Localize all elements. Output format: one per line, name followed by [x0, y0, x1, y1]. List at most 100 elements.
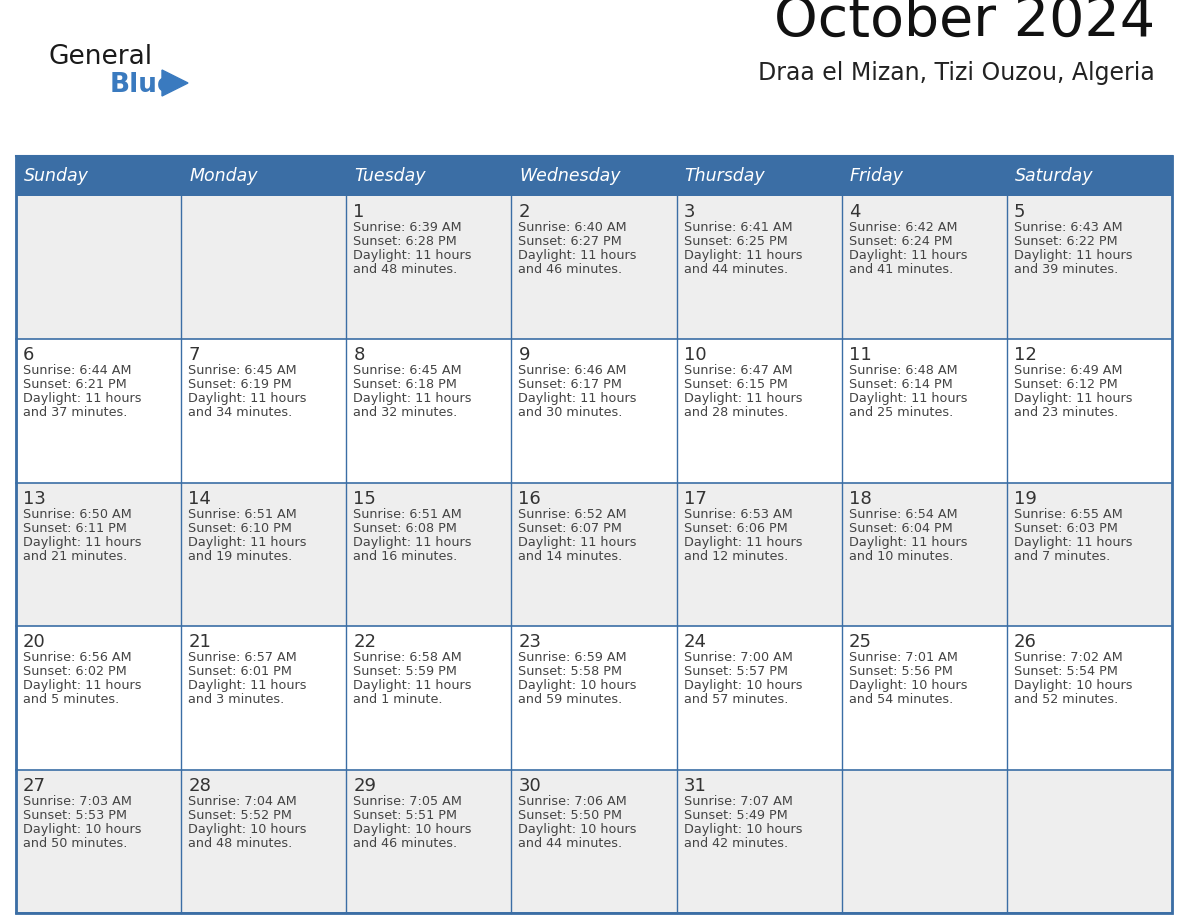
Text: 26: 26 — [1013, 633, 1037, 651]
Text: 4: 4 — [848, 203, 860, 221]
Text: Sunset: 5:58 PM: Sunset: 5:58 PM — [518, 666, 623, 678]
Text: October 2024: October 2024 — [773, 0, 1155, 48]
Text: Friday: Friday — [849, 167, 904, 185]
Text: 14: 14 — [188, 490, 211, 508]
Text: 7: 7 — [188, 346, 200, 364]
Text: Sunset: 6:10 PM: Sunset: 6:10 PM — [188, 521, 292, 535]
Text: Blue: Blue — [110, 72, 176, 98]
Text: Sunset: 6:07 PM: Sunset: 6:07 PM — [518, 521, 623, 535]
Text: Sunset: 5:59 PM: Sunset: 5:59 PM — [353, 666, 457, 678]
Text: 29: 29 — [353, 777, 377, 795]
Text: Sunrise: 6:42 AM: Sunrise: 6:42 AM — [848, 221, 958, 234]
Text: Sunrise: 7:00 AM: Sunrise: 7:00 AM — [683, 651, 792, 665]
FancyBboxPatch shape — [15, 483, 1173, 626]
Text: Sunrise: 6:50 AM: Sunrise: 6:50 AM — [23, 508, 132, 521]
Text: Daylight: 11 hours: Daylight: 11 hours — [683, 249, 802, 262]
Text: Sunset: 5:52 PM: Sunset: 5:52 PM — [188, 809, 292, 822]
Text: Sunrise: 6:52 AM: Sunrise: 6:52 AM — [518, 508, 627, 521]
Text: 11: 11 — [848, 346, 872, 364]
Text: Daylight: 11 hours: Daylight: 11 hours — [353, 536, 472, 549]
Text: Sunset: 5:50 PM: Sunset: 5:50 PM — [518, 809, 623, 822]
Text: Sunrise: 6:59 AM: Sunrise: 6:59 AM — [518, 651, 627, 665]
Text: Sunset: 6:22 PM: Sunset: 6:22 PM — [1013, 235, 1118, 248]
Text: and 46 minutes.: and 46 minutes. — [353, 836, 457, 849]
Text: 6: 6 — [23, 346, 34, 364]
Text: Daylight: 11 hours: Daylight: 11 hours — [1013, 392, 1132, 406]
Text: 20: 20 — [23, 633, 46, 651]
Text: 28: 28 — [188, 777, 211, 795]
Text: Sunset: 6:19 PM: Sunset: 6:19 PM — [188, 378, 292, 391]
Text: 9: 9 — [518, 346, 530, 364]
Text: 24: 24 — [683, 633, 707, 651]
Text: Sunset: 6:03 PM: Sunset: 6:03 PM — [1013, 521, 1118, 535]
Text: and 28 minutes.: and 28 minutes. — [683, 407, 788, 420]
Text: Sunrise: 6:43 AM: Sunrise: 6:43 AM — [1013, 221, 1123, 234]
Text: Sunrise: 6:45 AM: Sunrise: 6:45 AM — [353, 364, 462, 377]
Text: Sunrise: 6:39 AM: Sunrise: 6:39 AM — [353, 221, 462, 234]
Text: Sunset: 6:25 PM: Sunset: 6:25 PM — [683, 235, 788, 248]
Text: 16: 16 — [518, 490, 542, 508]
Text: Sunset: 6:08 PM: Sunset: 6:08 PM — [353, 521, 457, 535]
Text: Daylight: 11 hours: Daylight: 11 hours — [848, 392, 967, 406]
Text: Draa el Mizan, Tizi Ouzou, Algeria: Draa el Mizan, Tizi Ouzou, Algeria — [758, 61, 1155, 85]
Text: Sunrise: 7:01 AM: Sunrise: 7:01 AM — [848, 651, 958, 665]
Text: Sunset: 5:51 PM: Sunset: 5:51 PM — [353, 809, 457, 822]
Text: 10: 10 — [683, 346, 706, 364]
Text: and 39 minutes.: and 39 minutes. — [1013, 263, 1118, 276]
Text: and 46 minutes.: and 46 minutes. — [518, 263, 623, 276]
Text: 23: 23 — [518, 633, 542, 651]
Text: and 25 minutes.: and 25 minutes. — [848, 407, 953, 420]
Text: Sunset: 6:18 PM: Sunset: 6:18 PM — [353, 378, 457, 391]
Text: Sunrise: 6:44 AM: Sunrise: 6:44 AM — [23, 364, 132, 377]
Text: Daylight: 10 hours: Daylight: 10 hours — [683, 823, 802, 835]
Text: Sunrise: 7:02 AM: Sunrise: 7:02 AM — [1013, 651, 1123, 665]
Text: and 48 minutes.: and 48 minutes. — [188, 836, 292, 849]
Text: Sunrise: 6:41 AM: Sunrise: 6:41 AM — [683, 221, 792, 234]
Text: Sunset: 5:53 PM: Sunset: 5:53 PM — [23, 809, 127, 822]
Text: and 57 minutes.: and 57 minutes. — [683, 693, 788, 706]
Text: Sunset: 6:17 PM: Sunset: 6:17 PM — [518, 378, 623, 391]
Text: Daylight: 11 hours: Daylight: 11 hours — [23, 536, 141, 549]
Text: and 5 minutes.: and 5 minutes. — [23, 693, 119, 706]
Text: 15: 15 — [353, 490, 377, 508]
Text: Sunrise: 6:51 AM: Sunrise: 6:51 AM — [188, 508, 297, 521]
Text: Monday: Monday — [189, 167, 258, 185]
Text: Sunset: 6:04 PM: Sunset: 6:04 PM — [848, 521, 953, 535]
Text: 8: 8 — [353, 346, 365, 364]
FancyBboxPatch shape — [15, 626, 1173, 769]
Text: Daylight: 11 hours: Daylight: 11 hours — [518, 536, 637, 549]
Text: and 3 minutes.: and 3 minutes. — [188, 693, 284, 706]
Text: and 34 minutes.: and 34 minutes. — [188, 407, 292, 420]
Text: Sunset: 5:56 PM: Sunset: 5:56 PM — [848, 666, 953, 678]
Text: and 23 minutes.: and 23 minutes. — [1013, 407, 1118, 420]
FancyBboxPatch shape — [15, 196, 1173, 340]
Text: Sunset: 5:57 PM: Sunset: 5:57 PM — [683, 666, 788, 678]
Text: and 50 minutes.: and 50 minutes. — [23, 836, 127, 849]
Text: Daylight: 11 hours: Daylight: 11 hours — [683, 536, 802, 549]
Text: and 30 minutes.: and 30 minutes. — [518, 407, 623, 420]
Text: and 16 minutes.: and 16 minutes. — [353, 550, 457, 563]
Text: Daylight: 11 hours: Daylight: 11 hours — [188, 536, 307, 549]
FancyBboxPatch shape — [15, 340, 1173, 483]
Text: and 37 minutes.: and 37 minutes. — [23, 407, 127, 420]
Text: Daylight: 11 hours: Daylight: 11 hours — [518, 392, 637, 406]
Text: Daylight: 11 hours: Daylight: 11 hours — [353, 249, 472, 262]
Text: Sunset: 6:24 PM: Sunset: 6:24 PM — [848, 235, 953, 248]
Text: 19: 19 — [1013, 490, 1037, 508]
Text: Daylight: 11 hours: Daylight: 11 hours — [518, 249, 637, 262]
Text: Sunrise: 7:07 AM: Sunrise: 7:07 AM — [683, 795, 792, 808]
Text: Sunrise: 7:05 AM: Sunrise: 7:05 AM — [353, 795, 462, 808]
Text: and 52 minutes.: and 52 minutes. — [1013, 693, 1118, 706]
Text: Daylight: 11 hours: Daylight: 11 hours — [23, 392, 141, 406]
Text: Sunrise: 6:48 AM: Sunrise: 6:48 AM — [848, 364, 958, 377]
Text: Daylight: 11 hours: Daylight: 11 hours — [848, 536, 967, 549]
Text: Sunrise: 6:53 AM: Sunrise: 6:53 AM — [683, 508, 792, 521]
Text: 21: 21 — [188, 633, 211, 651]
Text: Daylight: 10 hours: Daylight: 10 hours — [23, 823, 141, 835]
Text: and 44 minutes.: and 44 minutes. — [683, 263, 788, 276]
Text: Daylight: 11 hours: Daylight: 11 hours — [188, 679, 307, 692]
Text: 30: 30 — [518, 777, 542, 795]
Text: 5: 5 — [1013, 203, 1025, 221]
Text: and 32 minutes.: and 32 minutes. — [353, 407, 457, 420]
Text: Sunset: 5:49 PM: Sunset: 5:49 PM — [683, 809, 788, 822]
